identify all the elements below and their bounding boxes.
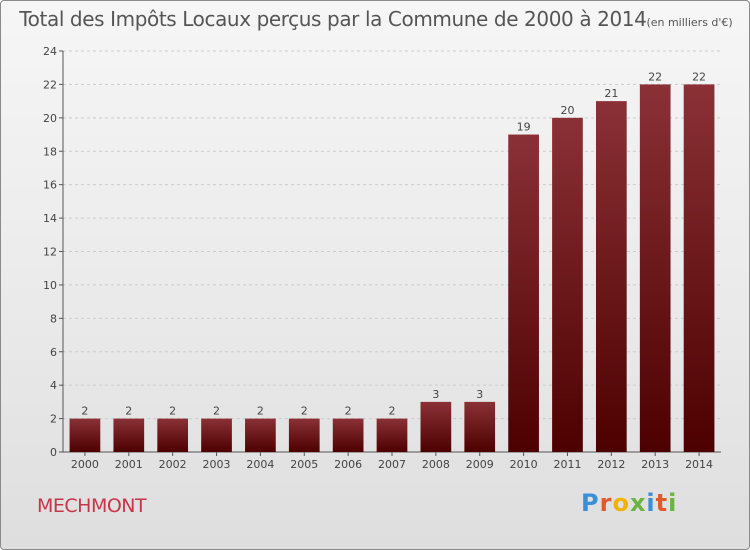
title-text: Total des Impôts Locaux perçus par la Co… — [19, 7, 647, 31]
x-tick-label-2007: 2007 — [378, 458, 406, 471]
logo-letter: i — [668, 489, 678, 517]
bar-2010 — [508, 134, 539, 452]
y-tick-label-12: 12 — [43, 246, 57, 259]
logo-letter: t — [655, 489, 669, 517]
bar-2002 — [157, 418, 189, 452]
value-label-2012: 21 — [604, 87, 618, 100]
y-tick-label-22: 22 — [43, 78, 57, 91]
y-tick-label-8: 8 — [50, 312, 57, 325]
bar-2008 — [420, 401, 452, 452]
y-tick-label-16: 16 — [43, 179, 57, 192]
bars — [69, 84, 715, 453]
value-label-2000: 2 — [81, 405, 88, 418]
value-label-2010: 19 — [517, 121, 531, 134]
bar-2001 — [113, 418, 145, 452]
value-label-2014: 22 — [692, 70, 706, 83]
value-label-2002: 2 — [169, 405, 176, 418]
value-label-2011: 20 — [560, 104, 574, 117]
x-tick-label-2014: 2014 — [685, 458, 713, 471]
x-tick-label-2009: 2009 — [466, 458, 494, 471]
proxiti-logo[interactable]: Proxiti — [581, 489, 677, 517]
y-tick-label-14: 14 — [43, 212, 57, 225]
bar-2005 — [288, 418, 320, 452]
bar-2007 — [376, 418, 408, 452]
y-tick-label-20: 20 — [43, 112, 57, 125]
bar-2013 — [639, 84, 671, 453]
x-tick-label-2003: 2003 — [203, 458, 231, 471]
labels: 0246810121416182022242200022001220022200… — [43, 45, 713, 471]
logo-letter: P — [581, 489, 600, 517]
value-label-2009: 3 — [476, 388, 483, 401]
bar-2009 — [464, 401, 496, 452]
x-tick-label-2012: 2012 — [597, 458, 625, 471]
x-tick-label-2005: 2005 — [290, 458, 318, 471]
value-label-2001: 2 — [125, 405, 132, 418]
x-tick-label-2013: 2013 — [641, 458, 669, 471]
bar-2006 — [332, 418, 364, 452]
value-label-2007: 2 — [389, 405, 396, 418]
value-label-2004: 2 — [257, 405, 264, 418]
value-label-2005: 2 — [301, 405, 308, 418]
x-tick-label-2000: 2000 — [71, 458, 99, 471]
logo-letter: x — [629, 489, 647, 517]
y-tick-label-10: 10 — [43, 279, 57, 292]
x-tick-label-2008: 2008 — [422, 458, 450, 471]
value-label-2008: 3 — [432, 388, 439, 401]
bar-2004 — [245, 418, 276, 452]
x-tick-label-2001: 2001 — [115, 458, 143, 471]
logo-letter: r — [599, 489, 613, 517]
y-tick-label-24: 24 — [43, 45, 57, 58]
y-tick-label-2: 2 — [50, 413, 57, 426]
bar-2003 — [201, 418, 232, 452]
y-tick-label-18: 18 — [43, 145, 57, 158]
y-tick-label-0: 0 — [50, 446, 57, 459]
value-label-2013: 22 — [648, 70, 662, 83]
commune-name: MECHMONT — [37, 495, 147, 517]
x-tick-label-2002: 2002 — [159, 458, 187, 471]
bar-2014 — [683, 84, 715, 453]
bar-2000 — [69, 418, 101, 452]
title-unit: (en milliers d'€) — [646, 16, 733, 29]
value-label-2003: 2 — [213, 405, 220, 418]
bar-2012 — [595, 101, 627, 452]
x-tick-label-2004: 2004 — [246, 458, 274, 471]
logo-letter: i — [646, 489, 656, 517]
logo-letter: o — [612, 489, 630, 517]
x-tick-label-2006: 2006 — [334, 458, 362, 471]
x-tick-label-2010: 2010 — [510, 458, 538, 471]
x-tick-label-2011: 2011 — [553, 458, 581, 471]
bar-2011 — [552, 117, 583, 452]
value-label-2006: 2 — [345, 405, 352, 418]
y-tick-label-6: 6 — [50, 346, 57, 359]
y-tick-label-4: 4 — [50, 379, 57, 392]
chart-title: Total des Impôts Locaux perçus par la Co… — [1, 7, 749, 31]
